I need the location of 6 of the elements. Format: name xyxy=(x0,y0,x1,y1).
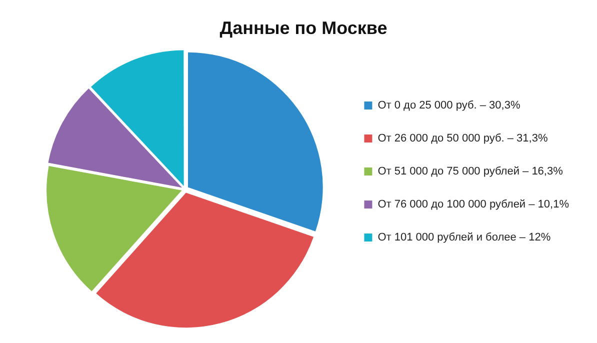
legend-label: От 0 до 25 000 руб. – 30,3% xyxy=(378,100,520,112)
legend-label: От 101 000 рублей и более – 12% xyxy=(378,232,551,244)
legend-label: От 51 000 до 75 000 рублей – 16,3% xyxy=(378,166,564,178)
chart-title: Данные по Москве xyxy=(220,18,388,38)
legend-label: От 76 000 до 100 000 рублей – 10,1% xyxy=(378,198,570,211)
legend-label: От 26 000 до 50 000 руб. – 31,3% xyxy=(378,132,548,145)
